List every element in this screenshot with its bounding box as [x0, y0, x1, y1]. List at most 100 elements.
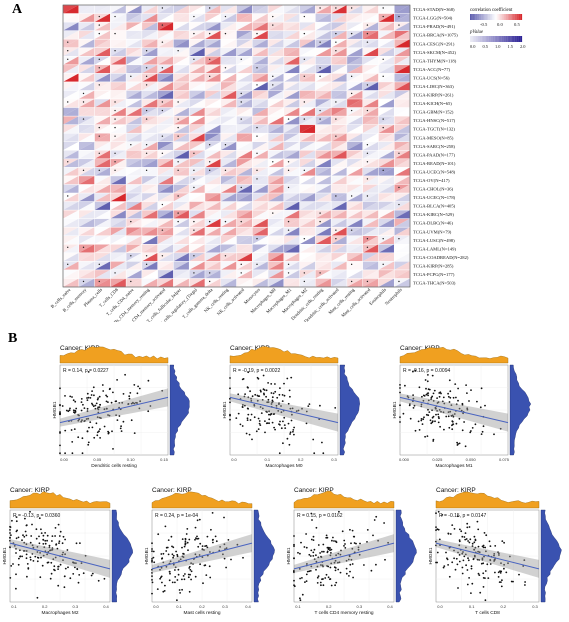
heatmap-cell	[362, 167, 379, 176]
heatmap-cell	[126, 107, 142, 117]
heatmap-cell	[378, 22, 395, 31]
heatmap-cell	[299, 124, 316, 134]
heatmap-cell	[63, 13, 79, 23]
heatmap-cell	[220, 261, 237, 270]
data-point	[30, 535, 33, 537]
data-point	[470, 389, 472, 391]
heatmap-cell	[173, 218, 190, 228]
data-point	[250, 397, 252, 400]
data-point	[71, 441, 74, 443]
heatmap-cell	[331, 175, 347, 185]
heatmap-cell	[63, 56, 79, 65]
heatmap-cell	[126, 39, 142, 48]
data-point	[474, 546, 477, 549]
significance-dot	[98, 67, 100, 69]
data-point	[497, 551, 499, 554]
heatmap-cell	[299, 5, 316, 14]
row-label: TCGA-KICH(N=65)	[413, 101, 452, 106]
heatmap-cell	[141, 235, 158, 245]
heatmap-cell	[189, 167, 205, 176]
row-label: TCGA-LIHC(N=363)	[413, 84, 454, 89]
data-point	[268, 410, 270, 413]
data-point	[204, 564, 207, 567]
data-point	[295, 410, 298, 412]
heatmap-cell	[268, 201, 284, 211]
heatmap-cell	[252, 133, 269, 142]
heatmap-cell	[141, 218, 158, 228]
heatmap-cell	[283, 150, 300, 159]
data-point	[42, 543, 45, 545]
heatmap-cell	[189, 227, 205, 236]
data-point	[243, 395, 246, 398]
significance-dot	[319, 212, 321, 214]
significance-dot	[145, 109, 148, 112]
heatmap-cell	[331, 124, 347, 134]
stat-label: R = -0.19, p = 0.0022	[233, 368, 280, 374]
heatmap-cell	[346, 269, 363, 279]
heatmap-cell	[362, 150, 379, 159]
heatmap-cell	[157, 227, 174, 236]
significance-dot	[224, 144, 227, 146]
data-point	[321, 564, 324, 567]
data-point	[164, 584, 166, 587]
data-point	[249, 419, 252, 421]
data-point	[72, 399, 75, 402]
heatmap-cell	[299, 210, 316, 219]
heatmap-cell	[331, 47, 347, 57]
data-point	[420, 403, 423, 406]
data-point	[359, 542, 361, 545]
heatmap-cell	[236, 278, 253, 287]
heatmap-cell	[173, 22, 190, 31]
data-point	[31, 553, 34, 555]
heatmap-cell	[268, 252, 284, 262]
heatmap-cell	[157, 116, 174, 125]
y-density	[169, 364, 190, 456]
heatmap-cell	[220, 278, 237, 287]
data-point	[89, 397, 92, 399]
data-point	[418, 429, 421, 431]
data-point	[315, 568, 317, 571]
y-density	[339, 364, 360, 456]
heatmap-cell	[78, 5, 95, 14]
data-point	[473, 548, 475, 551]
heatmap-cell	[220, 13, 237, 23]
heatmap-cell	[173, 252, 190, 262]
data-point	[512, 580, 514, 583]
heatmap-cell	[236, 210, 253, 219]
data-point	[478, 559, 481, 561]
heatmap-cell	[204, 210, 221, 219]
heatmap-cell	[394, 184, 410, 193]
heatmap-cell	[173, 133, 190, 142]
data-point	[464, 532, 467, 534]
heatmap-cell	[157, 227, 174, 236]
heatmap-cell	[299, 269, 316, 279]
heatmap-cell	[63, 210, 79, 219]
heatmap-cell	[299, 64, 316, 74]
heatmap-cell	[157, 244, 174, 253]
heatmap-cell	[378, 158, 395, 168]
data-point	[473, 554, 476, 557]
heatmap-cell	[126, 47, 142, 57]
data-point	[81, 437, 84, 440]
significance-dot	[161, 7, 164, 9]
heatmap-cell	[78, 116, 95, 125]
heatmap-cell	[315, 133, 332, 142]
heatmap-cell	[331, 56, 347, 65]
heatmap-cell	[394, 201, 410, 211]
data-point	[344, 547, 347, 549]
heatmap-cell	[299, 124, 316, 134]
data-point	[187, 573, 190, 576]
heatmap-cell	[283, 5, 300, 14]
heatmap-cell	[394, 39, 410, 48]
data-point	[439, 391, 442, 394]
heatmap-cell	[189, 39, 205, 48]
heatmap-cell	[346, 64, 363, 74]
data-point	[458, 544, 461, 547]
heatmap-cell	[378, 133, 395, 142]
heatmap-cell	[394, 244, 410, 253]
heatmap-cell	[252, 244, 269, 253]
heatmap-cell	[157, 278, 174, 287]
x-density	[229, 346, 339, 364]
heatmap-cell	[315, 124, 332, 134]
